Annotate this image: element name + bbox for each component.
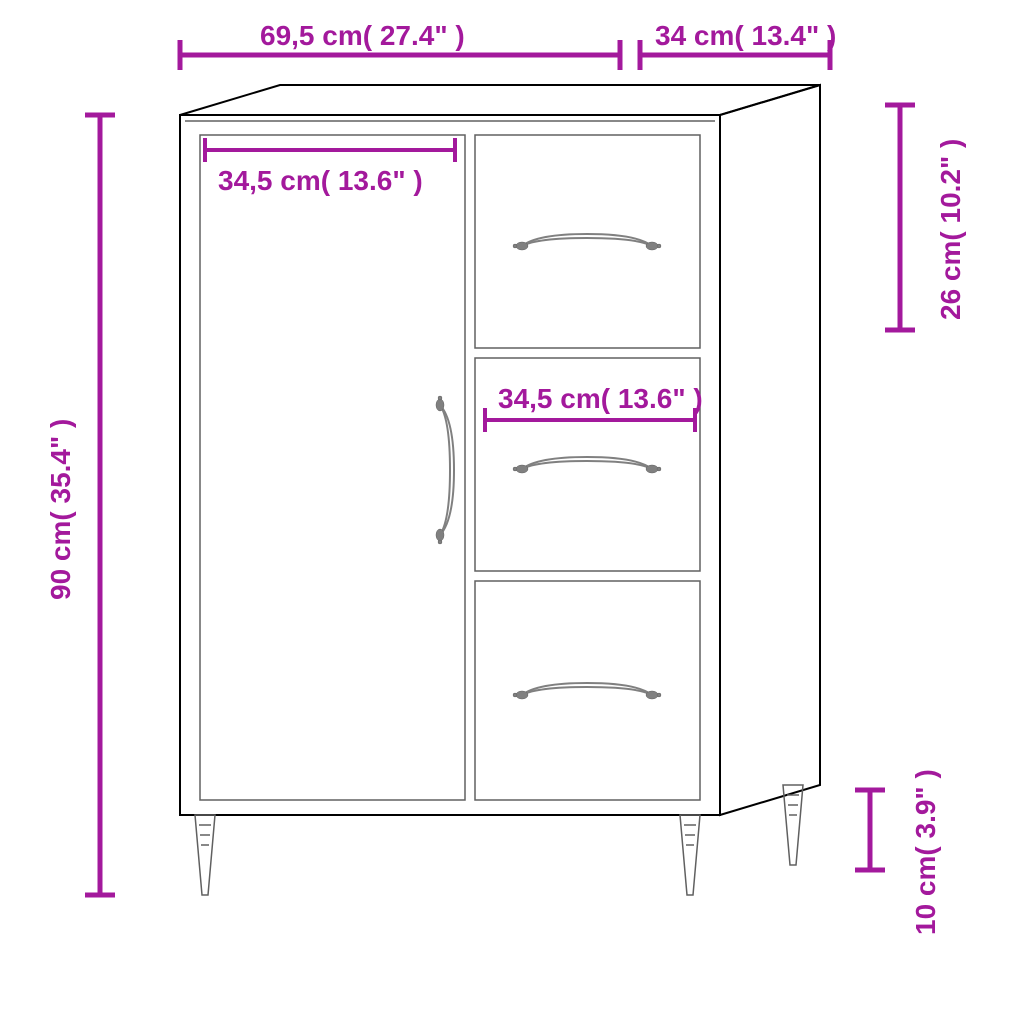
dim-width: 69,5 cm( 27.4" ) — [180, 20, 620, 70]
dim-depth: 34 cm( 13.4" ) — [640, 20, 836, 70]
dim-height-label: 90 cm( 35.4" ) — [45, 419, 76, 600]
dim-drawer-width-label: 34,5 cm( 13.6" ) — [498, 383, 703, 414]
dim-leg-height-label: 10 cm( 3.9" ) — [910, 769, 941, 935]
dim-height: 90 cm( 35.4" ) — [45, 115, 115, 895]
dim-depth-label: 34 cm( 13.4" ) — [655, 20, 836, 51]
door-handle — [436, 396, 454, 544]
drawer1-handle — [513, 234, 661, 250]
dim-drawer-width: 34,5 cm( 13.6" ) — [485, 383, 703, 432]
dim-width-label: 69,5 cm( 27.4" ) — [260, 20, 465, 51]
cabinet-legs — [195, 785, 803, 895]
cabinet-door — [200, 135, 465, 800]
dim-door-width-label: 34,5 cm( 13.6" ) — [218, 165, 423, 196]
dim-drawer-height: 26 cm( 10.2" ) — [885, 105, 966, 330]
dim-leg-height: 10 cm( 3.9" ) — [855, 769, 941, 935]
drawer2-handle — [513, 457, 661, 473]
drawer3-handle — [513, 683, 661, 699]
dim-door-width: 34,5 cm( 13.6" ) — [205, 138, 455, 196]
dim-drawer-height-label: 26 cm( 10.2" ) — [935, 139, 966, 320]
furniture-dimension-diagram: 69,5 cm( 27.4" ) 34 cm( 13.4" ) 90 cm( 3… — [0, 0, 1024, 1024]
